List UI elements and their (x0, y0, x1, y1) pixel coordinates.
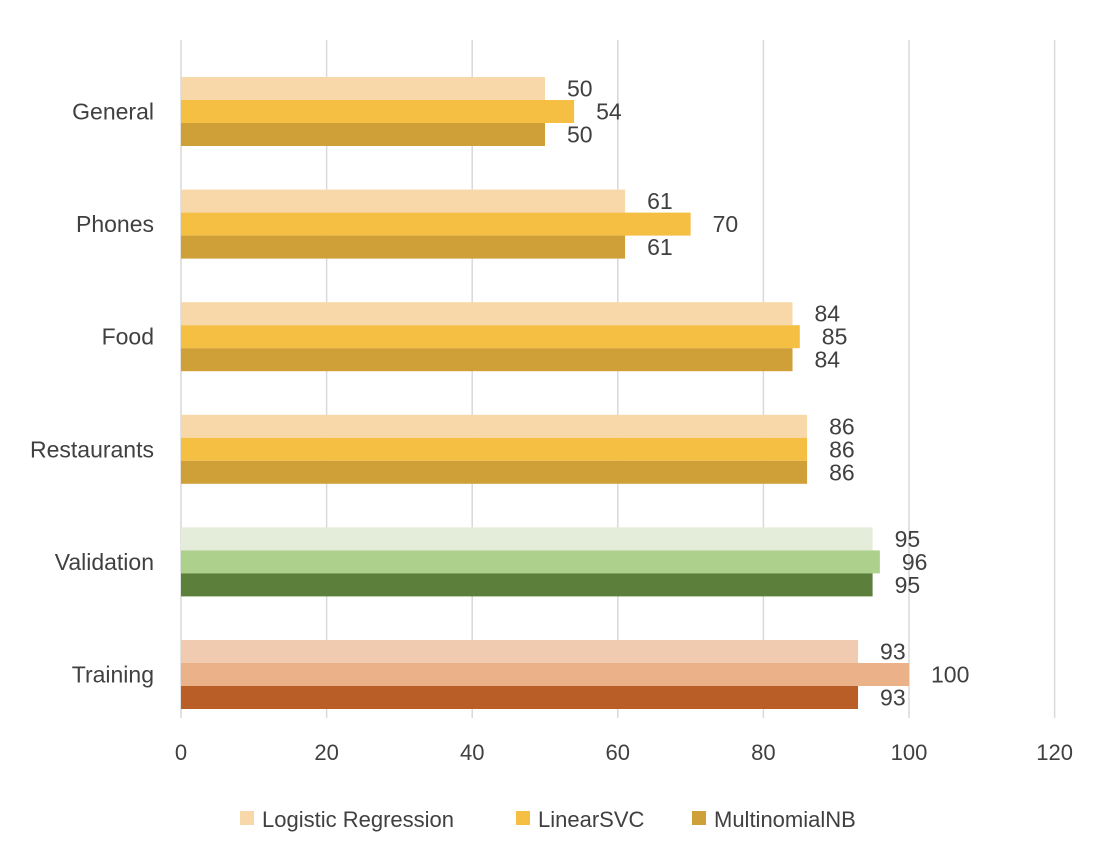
legend-label: MultinomialNB (714, 807, 856, 832)
bar (181, 460, 808, 484)
bar (181, 189, 626, 213)
bar (181, 302, 793, 326)
data-label: 84 (815, 301, 841, 327)
data-label: 61 (647, 234, 673, 260)
x-tick-labels: 0 20 40 60 80 100 120 (175, 740, 1073, 765)
category-label: General (72, 99, 154, 125)
bar (181, 414, 808, 438)
legend-label: Logistic Regression (262, 807, 454, 832)
bar (181, 212, 691, 236)
bar (181, 123, 545, 146)
data-label: 84 (815, 347, 841, 373)
data-label: 86 (829, 459, 855, 485)
bar (181, 640, 859, 663)
legend: Logistic Regression LinearSVC MultinomialN… (240, 807, 856, 832)
data-label: 96 (902, 549, 928, 575)
gridlines (180, 40, 1056, 718)
data-label: 61 (647, 188, 673, 214)
data-label: 85 (822, 324, 848, 350)
x-tick-label: 40 (460, 740, 484, 765)
x-tick-label: 60 (606, 740, 630, 765)
category-labels: Training Validation Restaurants Food Phones G… (30, 99, 154, 688)
data-label: 95 (895, 526, 921, 552)
x-tick-label: 0 (175, 740, 187, 765)
data-label: 100 (931, 662, 969, 688)
data-label: 86 (829, 413, 855, 439)
data-label: 50 (567, 76, 593, 102)
bar (181, 325, 800, 349)
category-label: Restaurants (30, 436, 154, 462)
x-tick-label: 120 (1036, 740, 1073, 765)
bar (181, 100, 575, 123)
x-tick-label: 20 (314, 740, 338, 765)
bar (181, 663, 909, 686)
data-label: 93 (880, 685, 906, 711)
data-label: 50 (567, 122, 593, 148)
bar (181, 437, 808, 461)
bar (181, 235, 626, 259)
category-label: Phones (76, 211, 154, 237)
bar (181, 550, 880, 574)
legend-label: LinearSVC (538, 807, 645, 832)
bar (181, 573, 873, 597)
bar (181, 527, 873, 551)
legend-swatch (516, 811, 530, 825)
data-label: 95 (895, 572, 921, 598)
category-label: Food (102, 324, 154, 350)
data-label: 86 (829, 436, 855, 462)
x-tick-label: 80 (751, 740, 775, 765)
legend-swatch (692, 811, 706, 825)
data-label: 54 (596, 99, 622, 125)
x-tick-label: 100 (891, 740, 928, 765)
category-label: Validation (55, 549, 154, 575)
category-label: Training (72, 662, 154, 688)
bars (181, 77, 909, 709)
bar (181, 77, 545, 100)
legend-swatch (240, 811, 254, 825)
bar (181, 686, 859, 709)
data-label: 93 (880, 639, 906, 665)
bar (181, 348, 793, 372)
data-label: 70 (713, 211, 739, 237)
